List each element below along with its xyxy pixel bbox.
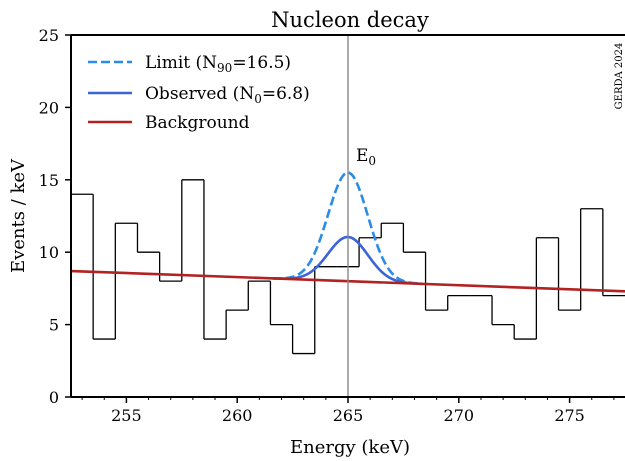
x-tick-label: 275 [554,406,585,425]
ticks-layer: 255 260 265 270 275 0 5 10 15 20 25 [39,26,615,425]
legend-label: Background [145,113,250,133]
y-axis-label: Events / keV [8,158,29,273]
y-tick-label: 0 [49,388,59,407]
legend-label: Limit (N90=16.5) [145,53,291,75]
legend-label-main: Observed (N [145,84,254,104]
y-tick-label: 10 [39,243,59,262]
y-tick-label: 25 [39,26,59,45]
y-tick-label: 15 [39,171,59,190]
legend-label-tail: =6.8) [262,84,310,104]
x-axis-label: Energy (keV) [290,437,410,458]
legend: Limit (N90=16.5) Observed (N0=6.8) Backgro… [88,53,310,133]
watermark: GERDA 2024 [614,43,625,110]
legend-label-subscript: 0 [254,92,262,106]
legend-label: Observed (N0=6.8) [145,84,310,106]
x-tick-label: 255 [111,406,142,425]
chart-title: Nucleon decay [271,8,429,32]
legend-label-subscript: 90 [217,61,232,75]
e0-annotation: E0 [356,146,376,168]
x-tick-label: 260 [222,406,253,425]
y-tick-label: 20 [39,98,59,117]
x-tick-label: 265 [333,406,364,425]
legend-label-tail: =16.5) [232,53,291,73]
e0-sub: 0 [368,154,376,168]
limit-curve [272,171,423,286]
legend-label-main: Background [145,113,250,133]
legend-label-main: Limit (N [145,53,217,73]
e0-main: E [356,146,368,166]
x-tick-label: 270 [444,406,475,425]
y-tick-label: 5 [49,316,59,335]
